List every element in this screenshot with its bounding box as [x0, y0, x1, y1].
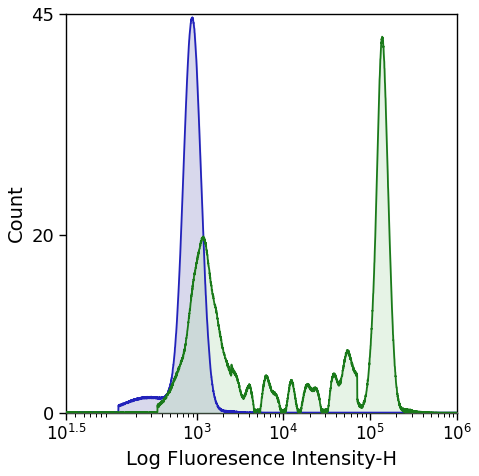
X-axis label: Log Fluoresence Intensity-H: Log Fluoresence Intensity-H — [126, 450, 397, 469]
Y-axis label: Count: Count — [7, 184, 26, 242]
